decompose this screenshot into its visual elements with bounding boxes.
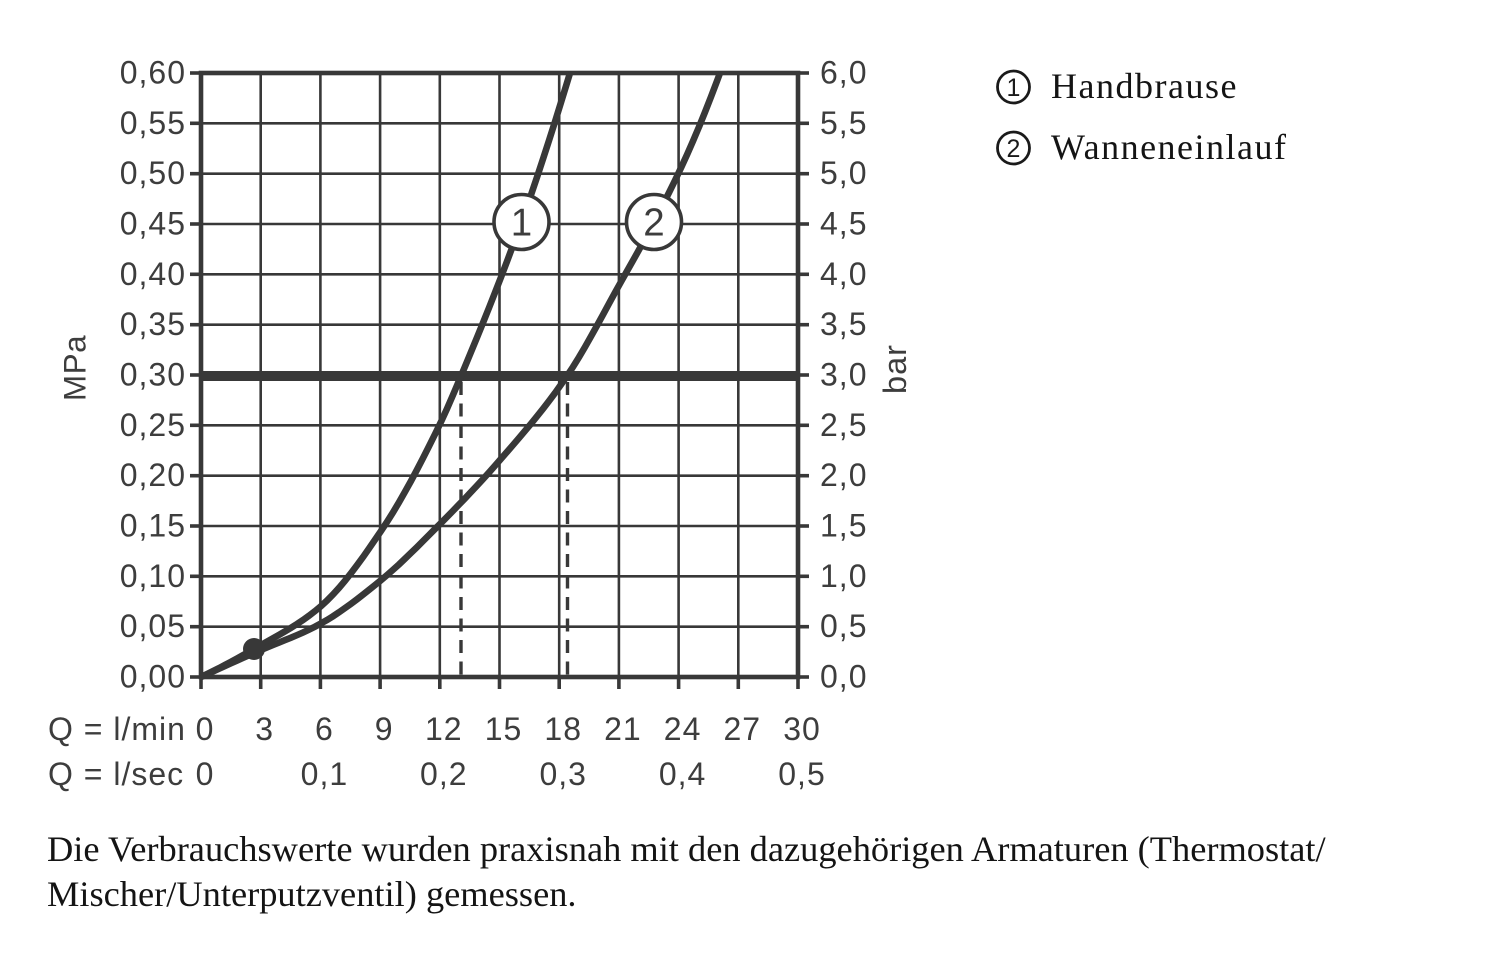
svg-text:6,0: 6,0 xyxy=(820,55,867,91)
svg-text:0,35: 0,35 xyxy=(120,306,186,342)
svg-text:0,4: 0,4 xyxy=(659,756,706,792)
svg-text:0: 0 xyxy=(196,711,215,747)
svg-text:2,5: 2,5 xyxy=(820,407,867,443)
svg-text:0,20: 0,20 xyxy=(120,457,186,493)
svg-text:1: 1 xyxy=(511,202,532,245)
svg-text:Die Verbrauchswerte wurden pra: Die Verbrauchswerte wurden praxisnah mit… xyxy=(47,829,1327,869)
svg-text:3: 3 xyxy=(255,711,274,747)
svg-text:0,40: 0,40 xyxy=(120,256,186,292)
svg-text:5,0: 5,0 xyxy=(820,155,867,191)
svg-text:1: 1 xyxy=(1007,74,1021,102)
svg-text:MPa: MPa xyxy=(57,335,93,401)
svg-text:0,00: 0,00 xyxy=(120,659,186,695)
svg-text:0,3: 0,3 xyxy=(539,756,586,792)
svg-text:Q = l/sec: Q = l/sec xyxy=(48,756,184,792)
svg-text:Handbrause: Handbrause xyxy=(1051,66,1238,106)
svg-text:0,5: 0,5 xyxy=(778,756,825,792)
svg-text:0,60: 0,60 xyxy=(120,55,186,91)
svg-text:15: 15 xyxy=(485,711,523,747)
svg-text:Mischer/Unterputzventil) gemes: Mischer/Unterputzventil) gemessen. xyxy=(47,874,577,914)
svg-text:0,45: 0,45 xyxy=(120,206,186,242)
svg-text:Wanneneinlauf: Wanneneinlauf xyxy=(1051,127,1288,167)
svg-text:0,25: 0,25 xyxy=(120,407,186,443)
svg-text:3,0: 3,0 xyxy=(820,357,867,393)
svg-text:0,30: 0,30 xyxy=(120,357,186,393)
svg-text:18: 18 xyxy=(544,711,582,747)
svg-text:5,5: 5,5 xyxy=(820,105,867,141)
svg-text:0,5: 0,5 xyxy=(820,608,867,644)
svg-text:0,1: 0,1 xyxy=(301,756,348,792)
svg-text:21: 21 xyxy=(604,711,642,747)
svg-text:0,15: 0,15 xyxy=(120,508,186,544)
svg-text:4,0: 4,0 xyxy=(820,256,867,292)
svg-text:2: 2 xyxy=(643,202,664,245)
svg-text:9: 9 xyxy=(375,711,394,747)
svg-text:24: 24 xyxy=(664,711,702,747)
svg-text:0,10: 0,10 xyxy=(120,558,186,594)
svg-text:0,2: 0,2 xyxy=(420,756,467,792)
svg-text:30: 30 xyxy=(783,711,821,747)
svg-text:bar: bar xyxy=(877,344,913,394)
svg-text:0,05: 0,05 xyxy=(120,608,186,644)
svg-text:2: 2 xyxy=(1007,135,1021,163)
svg-text:0,55: 0,55 xyxy=(120,105,186,141)
svg-text:0: 0 xyxy=(196,756,215,792)
svg-text:1,0: 1,0 xyxy=(820,558,867,594)
svg-text:27: 27 xyxy=(724,711,762,747)
svg-text:4,5: 4,5 xyxy=(820,206,867,242)
svg-text:12: 12 xyxy=(425,711,463,747)
svg-text:1,5: 1,5 xyxy=(820,508,867,544)
svg-text:6: 6 xyxy=(315,711,334,747)
svg-text:3,5: 3,5 xyxy=(820,306,867,342)
svg-text:Q = l/min: Q = l/min xyxy=(48,711,186,747)
svg-text:0,50: 0,50 xyxy=(120,155,186,191)
svg-text:2,0: 2,0 xyxy=(820,457,867,493)
svg-text:0,0: 0,0 xyxy=(820,659,867,695)
